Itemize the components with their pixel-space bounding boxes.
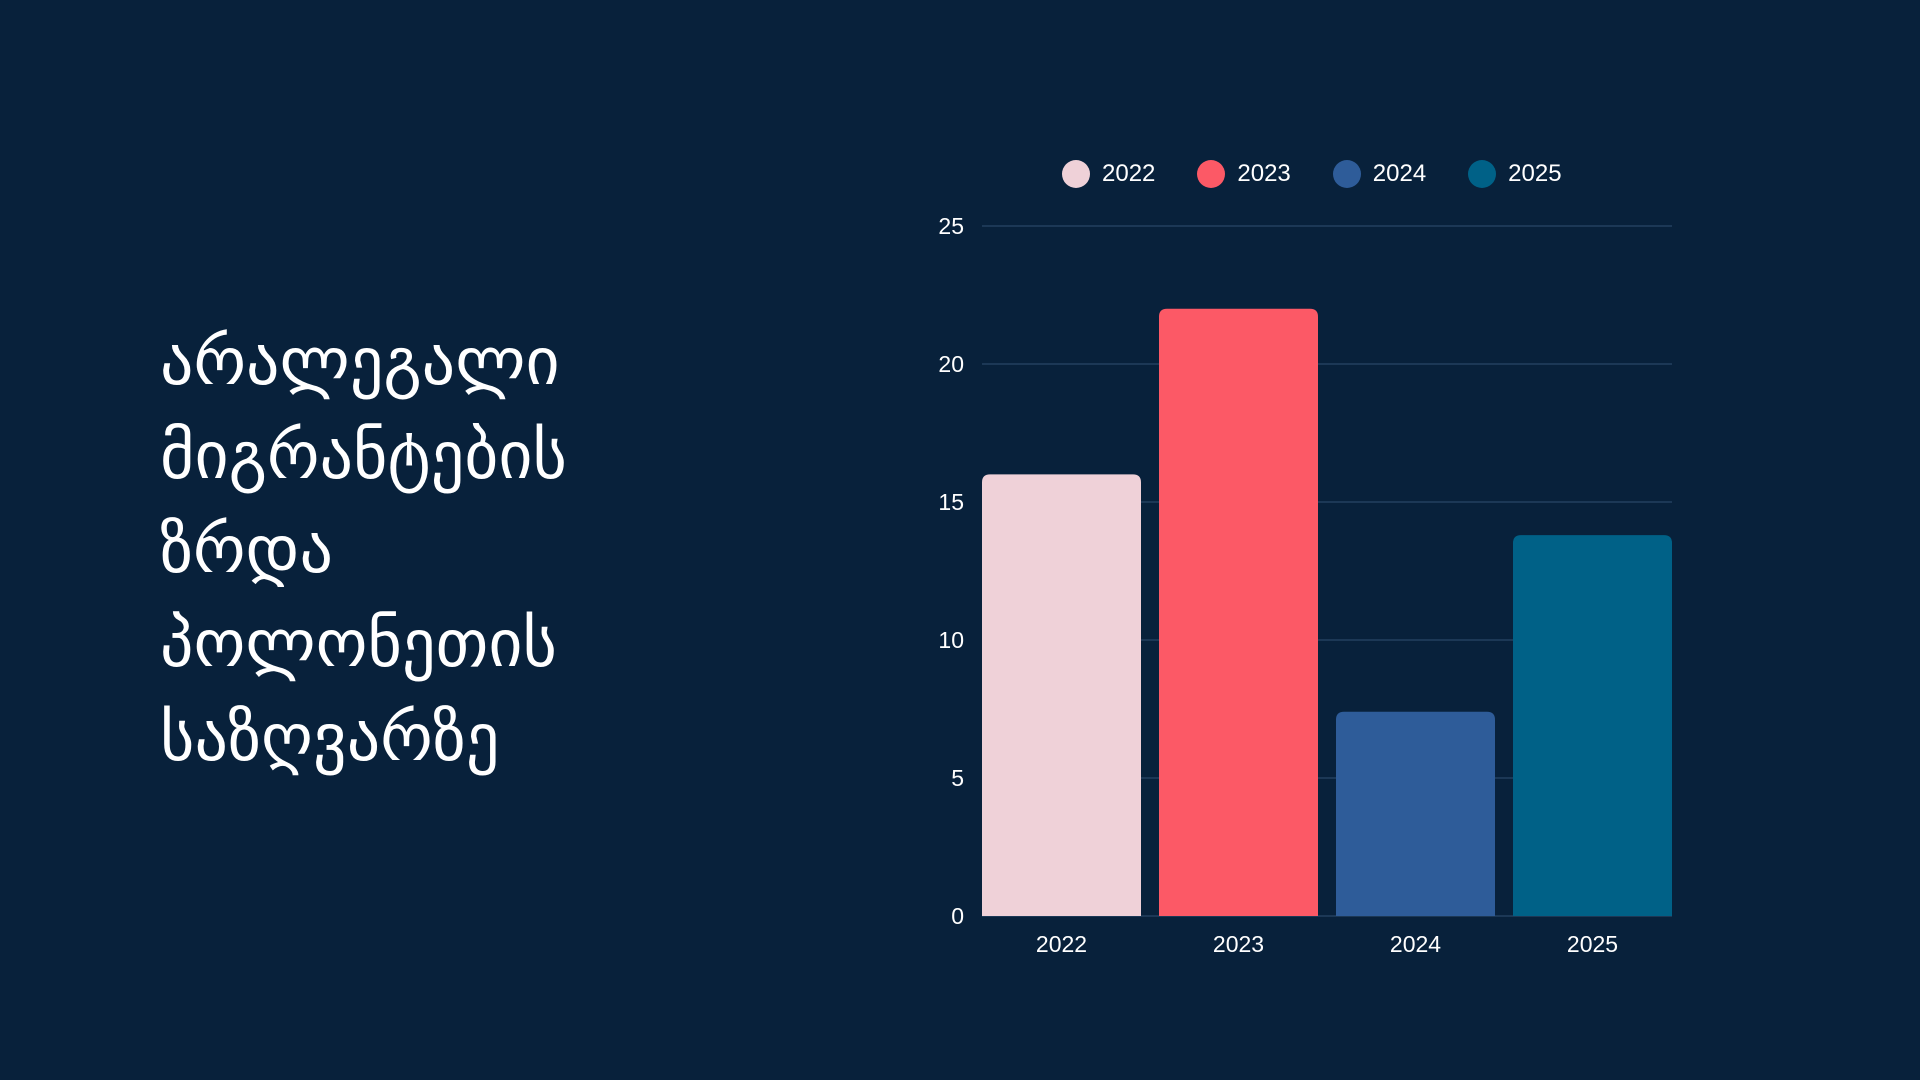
- legend-swatch: [1062, 160, 1090, 188]
- legend-swatch: [1197, 160, 1226, 188]
- x-tick-label: 2022: [1036, 931, 1087, 957]
- y-axis-ticks: 0 5 10 15 20 25: [938, 213, 964, 929]
- x-tick-label: 2023: [1213, 931, 1264, 957]
- x-tick-label: 2024: [1390, 931, 1441, 957]
- bars: [982, 308, 1672, 916]
- legend-label: 2024: [1372, 160, 1427, 187]
- bar: [1159, 308, 1318, 916]
- bar: [1336, 711, 1495, 916]
- title-line: საზღვარზე: [160, 699, 500, 776]
- legend-item: 2023: [1197, 160, 1291, 188]
- legend-item: 2022: [1062, 160, 1155, 188]
- bar: [1513, 535, 1672, 916]
- legend-swatch: [1332, 160, 1361, 188]
- legend-label: 2022: [1102, 160, 1156, 187]
- bar: [982, 474, 1141, 916]
- y-tick-label: 25: [938, 213, 964, 239]
- slide-title: არალეგალი მიგრანტების ზრდა პოლონეთის საზ…: [160, 315, 800, 785]
- y-tick-label: 0: [951, 903, 964, 929]
- legend-item: 2024: [1332, 160, 1427, 188]
- title-line: ზრდა: [160, 511, 334, 588]
- y-tick-label: 20: [938, 351, 964, 377]
- title-line: არალეგალი: [160, 323, 560, 400]
- chart-legend: 2022 2023 2024 2025: [1062, 160, 1562, 188]
- legend-label: 2023: [1237, 160, 1291, 187]
- legend-label: 2025: [1508, 160, 1562, 187]
- title-line: პოლონეთის: [160, 605, 558, 682]
- y-tick-label: 15: [938, 489, 964, 515]
- x-axis-ticks: 2022 2023 2024 2025: [1036, 931, 1618, 957]
- legend-swatch: [1468, 160, 1497, 188]
- x-tick-label: 2025: [1567, 931, 1618, 957]
- title-line: მიგრანტების: [160, 417, 568, 494]
- y-tick-label: 5: [951, 765, 964, 791]
- y-tick-label: 10: [938, 627, 964, 653]
- legend-item: 2025: [1468, 160, 1562, 188]
